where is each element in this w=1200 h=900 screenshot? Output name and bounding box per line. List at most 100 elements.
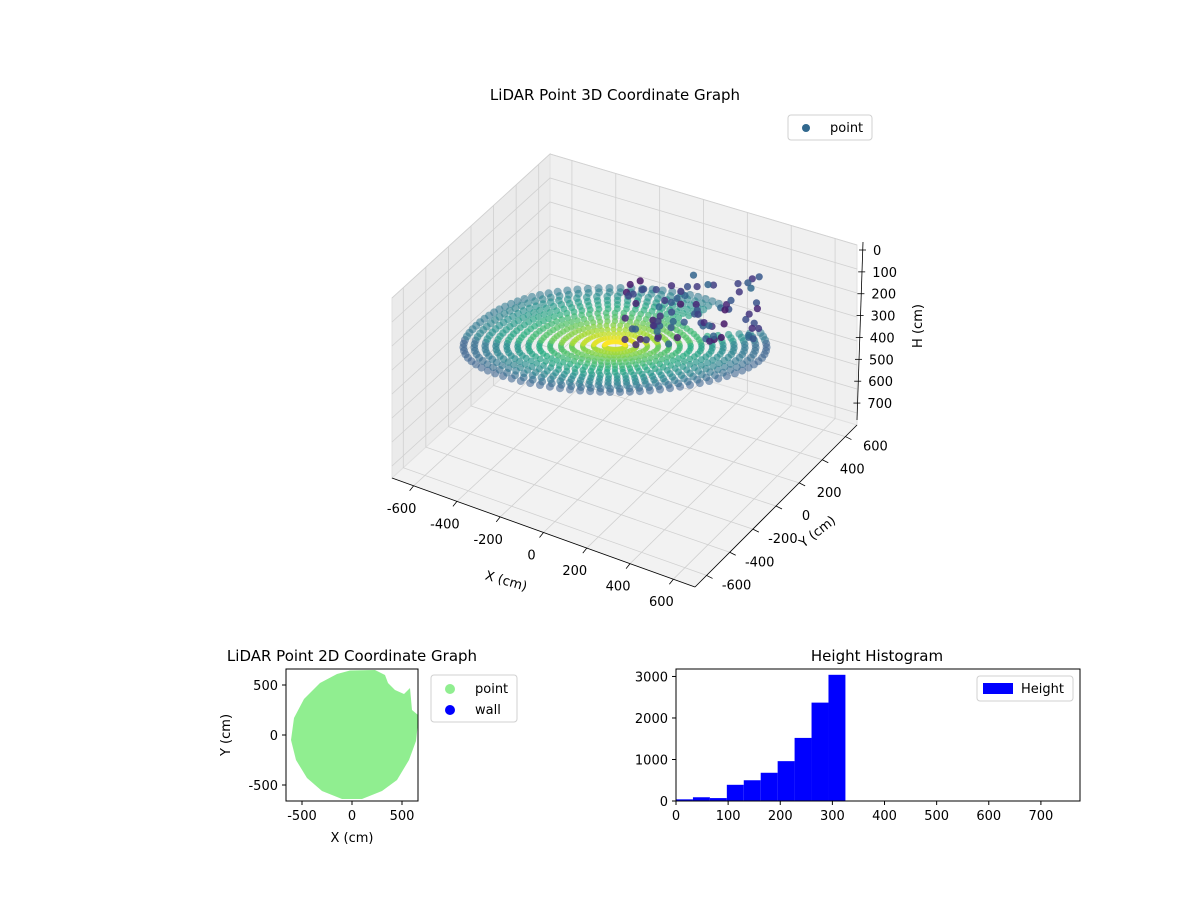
lidar-point (704, 281, 712, 289)
tick-label-y: -200 (768, 532, 798, 547)
tick-y (845, 436, 852, 440)
lidar-point (610, 326, 617, 333)
tick-label-x: 500 (924, 809, 949, 824)
lidar-point (709, 332, 718, 340)
lidar-point (530, 309, 538, 317)
lidar-point (558, 316, 566, 323)
lidar-point (599, 327, 605, 333)
lidar-point (668, 308, 676, 316)
lidar-point (679, 310, 687, 317)
lidar-point (540, 317, 547, 325)
histogram-bar (743, 780, 761, 801)
lidar-point (755, 273, 763, 281)
lidar-point (568, 318, 575, 326)
lidar-point (727, 334, 735, 342)
lidar-point (604, 326, 611, 333)
lidar-point (616, 326, 623, 333)
lidar-point (610, 322, 617, 329)
lidar-point (636, 335, 645, 343)
lidar-point (545, 315, 552, 323)
histogram-bar (726, 784, 744, 801)
chart-2d: LiDAR Point 2D Coordinate Graph -500 0 500… (219, 647, 518, 846)
tick-label-y: -400 (745, 555, 775, 570)
lidar-point (749, 335, 757, 343)
lidar-point (588, 353, 595, 360)
gridline-y (425, 267, 730, 553)
tick-y (822, 459, 829, 464)
lidar-point (734, 280, 742, 288)
gridline-z (391, 225, 858, 371)
tick-label-y: 0 (660, 795, 668, 810)
lidar-point (685, 337, 692, 344)
lidar-point (705, 322, 713, 330)
tick-x (452, 501, 458, 507)
tick-label-x: 100 (716, 809, 741, 824)
tick-label-y: 200 (817, 486, 842, 501)
lidar-point (659, 356, 666, 363)
tick-label-z: 400 (870, 331, 895, 346)
gridline-y (470, 226, 777, 507)
lidar-point (621, 314, 629, 322)
lidar-point (631, 325, 640, 333)
histogram-title: Height Histogram (811, 647, 943, 665)
lidar-point (747, 284, 755, 292)
lidar-point (535, 313, 542, 321)
lidar-point (744, 363, 753, 372)
tick-x (582, 547, 588, 554)
lidar-point (674, 360, 682, 367)
lidar-point (641, 325, 648, 332)
tick-label-z: 100 (872, 266, 897, 281)
lidar-point (548, 360, 556, 367)
lidar-point (753, 305, 762, 313)
lidar-point (755, 324, 763, 333)
lidar-point (657, 351, 664, 358)
chart-3d-ticks: -600 -400 -200 0 200 400 600 -600 -400 -200 0 200 40… (387, 241, 897, 610)
gridline-y (402, 287, 707, 576)
lidar-point (622, 342, 628, 348)
histogram-bar (709, 798, 727, 801)
tick-label-x: 600 (649, 595, 674, 610)
lidar-point (669, 317, 677, 326)
lidar-point (563, 320, 570, 327)
histogram-ticks: 0 100 200 300 400 500 600 700 0 1000 2000 3000 (635, 670, 1053, 824)
tick-label-x: 0 (672, 809, 680, 824)
lidar-point (715, 359, 723, 368)
lidar-point (524, 311, 532, 319)
lidar-point (572, 322, 579, 330)
lidar-point (597, 332, 603, 338)
lidar-point (585, 324, 592, 331)
lidar-point (686, 355, 694, 363)
tick-label-x: 0 (348, 809, 356, 824)
tick-label-y: 500 (253, 679, 278, 694)
tick-y (775, 505, 783, 510)
histogram-bar (760, 772, 778, 801)
point-cloud-region (291, 670, 418, 799)
lidar-point (601, 331, 607, 337)
chart-2d-legend-label-wall: wall (475, 703, 501, 718)
lidar-point (692, 300, 700, 309)
chart-3d-grid (391, 153, 858, 580)
gridline-x (629, 225, 792, 564)
lidar-point (735, 288, 743, 296)
lidar-point (737, 333, 746, 342)
gridline-z (391, 201, 858, 347)
lidar-point (540, 311, 548, 319)
lidar-point (692, 358, 700, 366)
tick-x (625, 563, 631, 569)
tick-label-x: -600 (387, 502, 417, 517)
chart-2d-legend-marker-wall (445, 705, 455, 715)
lidar-point (616, 330, 622, 337)
tick-label-y: 600 (863, 440, 888, 455)
tick-y (752, 528, 760, 533)
lidar-point (655, 303, 663, 311)
lidar-point (726, 360, 735, 368)
lidar-point (706, 337, 714, 345)
chart-3d-points (459, 271, 771, 396)
tick-label-y: 400 (840, 463, 865, 478)
lidar-point (573, 354, 580, 361)
lidar-point (664, 354, 671, 361)
lidar-point (697, 361, 705, 369)
lidar-point (673, 294, 681, 303)
histogram-legend-label: Height (1021, 682, 1064, 697)
tick-label-y: 0 (802, 509, 810, 524)
